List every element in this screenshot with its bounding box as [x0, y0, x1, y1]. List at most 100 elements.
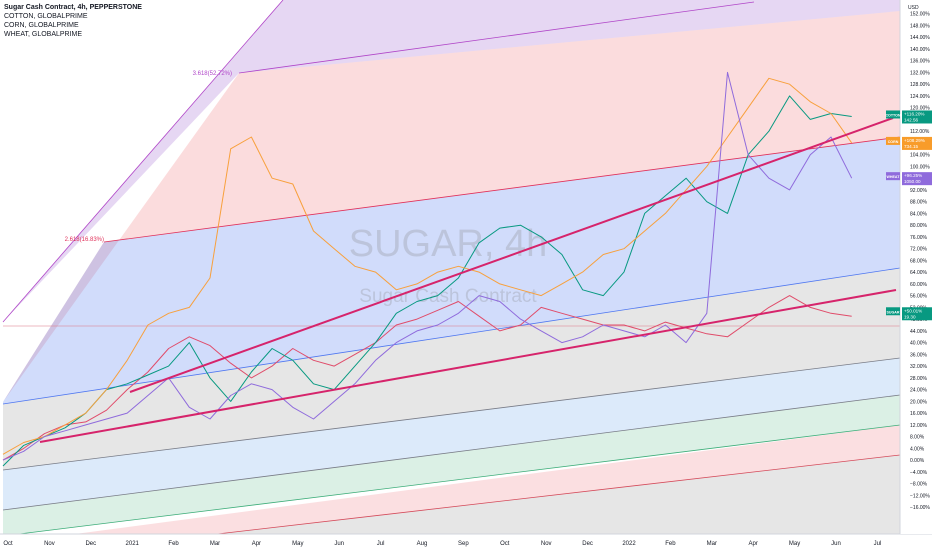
y-tick-label: 120.00%	[910, 106, 930, 112]
legend-corn[interactable]: CORN, GLOBALPRIME	[4, 22, 79, 29]
y-tick-label: 112.00%	[910, 129, 930, 135]
series-line-wheat	[2, 71, 853, 461]
fib-line-0	[238, 1, 755, 74]
badge-name-sugar: SUGAR	[887, 310, 900, 314]
x-tick-label: Jun	[831, 541, 841, 547]
y-tick-label: −16.00%	[910, 505, 930, 511]
badge-name-corn: CORN	[888, 140, 899, 144]
y-tick-label: 140.00%	[910, 47, 930, 53]
legend-cotton[interactable]: COTTON, GLOBALPRIME	[4, 13, 88, 20]
y-tick-label: 0.00%	[910, 458, 925, 464]
x-tick-label: Dec	[582, 541, 593, 547]
x-tick-label: Jul	[874, 541, 882, 547]
x-tick-label: Mar	[210, 541, 220, 547]
y-tick-label: 24.00%	[910, 388, 928, 394]
y-tick-label: 68.00%	[910, 258, 928, 264]
trendline-lower	[39, 289, 897, 443]
y-tick-label: 28.00%	[910, 376, 928, 382]
x-tick-label: Apr	[252, 541, 261, 547]
legend-wheat[interactable]: WHEAT, GLOBALPRIME	[4, 31, 83, 38]
price-axis[interactable]: USD 152.00% 148.00% 144.00% 140.00% 136.00% 1…	[899, 0, 932, 534]
y-tick-label: 72.00%	[910, 247, 928, 253]
y-tick-label: 152.00%	[910, 12, 930, 18]
series-line-sugar	[2, 295, 852, 461]
fib-line-4	[2, 394, 901, 511]
badge-price-corn: 734.15	[904, 144, 918, 149]
x-tick-label: Feb	[168, 541, 179, 547]
badge-value-box-sugar	[902, 307, 932, 321]
trendline-upper	[129, 117, 894, 393]
fib-zone-5	[3, 395, 900, 536]
y-tick-label: 84.00%	[910, 211, 928, 217]
badge-price-wheat: 1050.00	[904, 179, 921, 184]
x-tick-label: Apr	[749, 541, 758, 547]
badge-price-sugar: 19.30	[904, 314, 916, 319]
series-line-corn	[2, 77, 853, 455]
badge-name-cotton: COTTON	[885, 113, 901, 117]
badge-value-box-wheat	[902, 172, 932, 186]
x-tick-label: Sep	[458, 541, 469, 547]
time-axis[interactable]: Oct Nov Dec 2021 Feb Mar Apr May Jun Jul Aug Sep Oct…	[0, 533, 932, 550]
y-tick-label: 92.00%	[910, 188, 928, 194]
badge-name-box-corn	[886, 136, 900, 145]
fib-zone-0	[3, 0, 900, 322]
y-tick-label: 20.00%	[910, 399, 928, 405]
x-tick-label: Nov	[541, 541, 552, 547]
y-tick-label: 36.00%	[910, 352, 928, 358]
x-tick-label: May	[789, 541, 800, 547]
y-tick-label: 100.00%	[910, 164, 930, 170]
price-axis-background	[900, 0, 932, 534]
y-tick-label: 128.00%	[910, 82, 930, 88]
y-tick-label: 88.00%	[910, 200, 928, 206]
y-tick-label: 124.00%	[910, 94, 930, 100]
y-tick-label: 132.00%	[910, 70, 930, 76]
legend-main-symbol[interactable]: Sugar Cash Contract, 4h, PEPPERSTONE	[4, 4, 142, 11]
y-tick-label: 8.00%	[910, 435, 925, 441]
y-tick-label: 80.00%	[910, 223, 928, 229]
x-tick-label: May	[292, 541, 303, 547]
watermark-name: Sugar Cash Contract	[359, 286, 537, 307]
y-tick-label: 60.00%	[910, 282, 928, 288]
y-tick-label: 16.00%	[910, 411, 928, 417]
badge-percent-sugar: +50.01%	[904, 308, 922, 313]
fib-zone-2	[3, 137, 900, 404]
y-tick-label: 32.00%	[910, 364, 928, 370]
badge-name-box-sugar	[886, 307, 900, 316]
fib-line-1	[103, 136, 901, 243]
y-tick-label: 4.00%	[910, 446, 925, 452]
time-axis-background	[0, 534, 932, 550]
y-tick-label: −4.00%	[910, 470, 928, 476]
trendlines	[39, 117, 897, 443]
x-tick-label: Nov	[44, 541, 55, 547]
watermark-symbol: SUGAR, 4h	[349, 223, 548, 265]
badge-value-box-corn	[902, 136, 932, 150]
fib-channel-lines	[2, 0, 901, 537]
fib-line-3	[2, 357, 901, 471]
badge-name-wheat: WHEAT	[887, 175, 901, 179]
y-tick-label: 40.00%	[910, 341, 928, 347]
badge-name-box-cotton	[886, 110, 900, 119]
y-tick-label: 12.00%	[910, 423, 928, 429]
x-tick-label: Feb	[665, 541, 676, 547]
y-tick-label: 136.00%	[910, 59, 930, 65]
fib-line-7	[2, 0, 284, 323]
fib-line-6	[199, 454, 901, 537]
y-tick-label: 144.00%	[910, 35, 930, 41]
badge-percent-wheat: +96.25%	[904, 173, 922, 178]
fib-line-2	[2, 267, 901, 405]
x-tick-label: Oct	[3, 541, 13, 547]
axis-unit-label: USD	[908, 5, 919, 11]
x-tick-label: Mar	[707, 541, 717, 547]
x-tick-label: 2021	[126, 541, 140, 547]
price-badges: COTTON +116.20%142.56 CORN +108.29%734.15 WH…	[885, 110, 932, 321]
fib-zone-1	[3, 11, 900, 402]
fib-zone-4	[3, 358, 900, 510]
fib-label-upper: 3.618(52.72%)	[193, 71, 232, 77]
fib-zone-6	[60, 425, 900, 536]
watermark: SUGAR, 4h Sugar Cash Contract	[349, 223, 548, 307]
series-legend: Sugar Cash Contract, 4h, PEPPERSTONE COT…	[4, 3, 142, 39]
badge-name-box-wheat	[886, 172, 900, 181]
x-tick-label: Oct	[500, 541, 510, 547]
